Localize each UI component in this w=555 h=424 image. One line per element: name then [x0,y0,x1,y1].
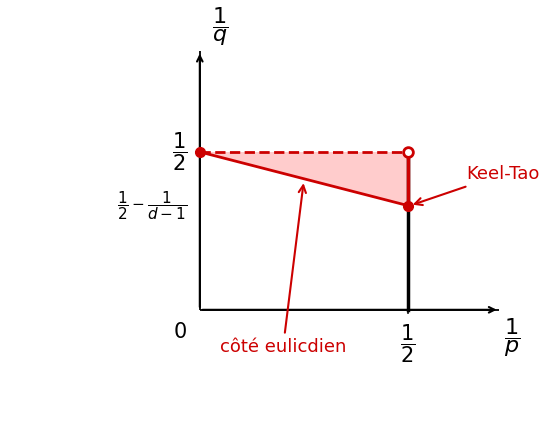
Text: $0$: $0$ [173,322,188,343]
Text: Keel-Tao: Keel-Tao [415,165,539,205]
Text: $\dfrac{1}{2}$: $\dfrac{1}{2}$ [172,131,188,173]
Text: $\dfrac{1}{2}$: $\dfrac{1}{2}$ [400,322,416,365]
Text: côté eulicdien: côté eulicdien [220,185,346,356]
Text: $\dfrac{1}{p}$: $\dfrac{1}{p}$ [504,316,520,359]
Polygon shape [200,152,408,206]
Text: $\dfrac{1}{2} - \dfrac{1}{d-1}$: $\dfrac{1}{2} - \dfrac{1}{d-1}$ [117,189,188,222]
Text: $\dfrac{1}{q}$: $\dfrac{1}{q}$ [213,5,229,48]
